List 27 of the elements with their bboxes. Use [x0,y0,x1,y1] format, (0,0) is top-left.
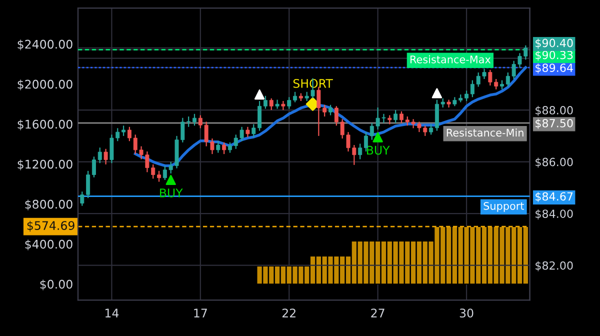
x-tick-label: 17 [194,308,207,318]
y-tick-label: $2000.00 [18,80,72,90]
y-tick-label: $0.00 [40,280,72,290]
y2-tick-label: $90.33 [536,50,573,61]
x-tick-label: 14 [105,308,119,318]
ref-line-label: $574.69 [27,220,74,232]
x-tick-label: 27 [371,308,384,318]
y2-tick-label: $90.40 [536,38,573,49]
y2-tick-label: $84.00 [536,209,573,220]
y2-tick-label: $87.50 [536,118,573,129]
ref-line-label: Support [484,202,524,212]
y-tick-label: $800.00 [25,200,72,210]
y2-tick-label: $82.00 [536,261,573,272]
x-tick-label: 22 [282,308,296,318]
y2-tick-label: $88.00 [536,106,573,116]
y-tick-label: $1200.00 [18,160,72,170]
y2-tick-label: $84.67 [536,192,573,202]
ref-line-label: Resistance-Min [446,128,524,137]
y2-tick-label: $86.00 [536,158,573,168]
x-tick-label: 30 [460,308,474,318]
series-label: BUY [367,146,390,155]
y-tick-label: $400.00 [25,240,72,250]
y-tick-label: $1600.00 [18,120,72,130]
ref-line-label: Resistance-Max [410,55,491,64]
y-tick-label: $2400.00 [18,40,72,50]
y2-tick-label: $89.64 [536,63,573,74]
text: BUY [160,188,183,198]
